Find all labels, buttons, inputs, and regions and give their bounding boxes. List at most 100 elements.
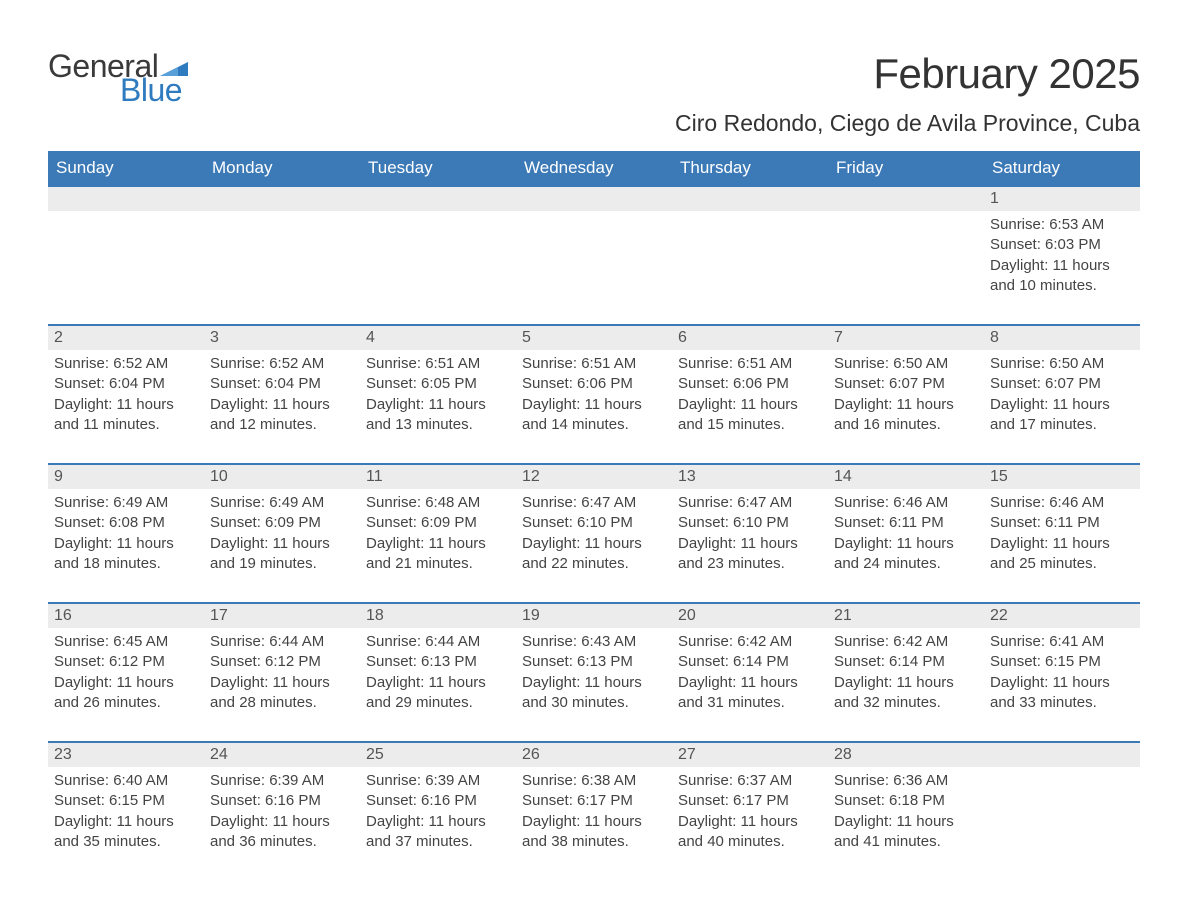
day-cell: Sunrise: 6:50 AMSunset: 6:07 PMDaylight:… [984, 350, 1140, 463]
day-sunrise: Sunrise: 6:51 AM [678, 354, 820, 374]
day-daylight2: and 14 minutes. [522, 415, 664, 435]
day-cell [828, 211, 984, 324]
day-daylight1: Daylight: 11 hours [366, 673, 508, 693]
day-daylight2: and 35 minutes. [54, 832, 196, 852]
day-number: 7 [828, 326, 984, 350]
day-daylight2: and 33 minutes. [990, 693, 1132, 713]
day-number: 13 [672, 465, 828, 489]
day-number: 25 [360, 743, 516, 767]
day-number: 12 [516, 465, 672, 489]
day-sunset: Sunset: 6:17 PM [678, 791, 820, 811]
day-number: 27 [672, 743, 828, 767]
day-daylight1: Daylight: 11 hours [54, 534, 196, 554]
daynum-row: 9101112131415 [48, 463, 1140, 489]
weeks-container: 1Sunrise: 6:53 AMSunset: 6:03 PMDaylight… [48, 185, 1140, 880]
day-cell: Sunrise: 6:46 AMSunset: 6:11 PMDaylight:… [828, 489, 984, 602]
week-row: Sunrise: 6:49 AMSunset: 6:08 PMDaylight:… [48, 489, 1140, 602]
day-sunrise: Sunrise: 6:47 AM [522, 493, 664, 513]
day-daylight2: and 37 minutes. [366, 832, 508, 852]
day-daylight2: and 29 minutes. [366, 693, 508, 713]
day-daylight2: and 21 minutes. [366, 554, 508, 574]
day-cell [984, 767, 1140, 880]
day-daylight1: Daylight: 11 hours [522, 534, 664, 554]
day-cell: Sunrise: 6:53 AMSunset: 6:03 PMDaylight:… [984, 211, 1140, 324]
day-cell: Sunrise: 6:37 AMSunset: 6:17 PMDaylight:… [672, 767, 828, 880]
day-daylight1: Daylight: 11 hours [522, 395, 664, 415]
day-sunrise: Sunrise: 6:50 AM [834, 354, 976, 374]
day-daylight2: and 25 minutes. [990, 554, 1132, 574]
day-daylight1: Daylight: 11 hours [834, 812, 976, 832]
week-row: Sunrise: 6:53 AMSunset: 6:03 PMDaylight:… [48, 211, 1140, 324]
day-sunset: Sunset: 6:03 PM [990, 235, 1132, 255]
day-number: 8 [984, 326, 1140, 350]
day-daylight2: and 22 minutes. [522, 554, 664, 574]
day-cell: Sunrise: 6:39 AMSunset: 6:16 PMDaylight:… [360, 767, 516, 880]
day-sunset: Sunset: 6:09 PM [366, 513, 508, 533]
day-sunrise: Sunrise: 6:46 AM [990, 493, 1132, 513]
day-sunrise: Sunrise: 6:38 AM [522, 771, 664, 791]
day-daylight2: and 11 minutes. [54, 415, 196, 435]
day-cell: Sunrise: 6:36 AMSunset: 6:18 PMDaylight:… [828, 767, 984, 880]
day-sunrise: Sunrise: 6:44 AM [210, 632, 352, 652]
day-cell: Sunrise: 6:52 AMSunset: 6:04 PMDaylight:… [48, 350, 204, 463]
weekday-monday: Monday [204, 151, 360, 185]
day-sunset: Sunset: 6:09 PM [210, 513, 352, 533]
day-cell: Sunrise: 6:44 AMSunset: 6:12 PMDaylight:… [204, 628, 360, 741]
month-title: February 2025 [675, 50, 1140, 98]
day-number [672, 187, 828, 211]
day-number: 6 [672, 326, 828, 350]
day-cell [360, 211, 516, 324]
weekday-tuesday: Tuesday [360, 151, 516, 185]
day-sunrise: Sunrise: 6:53 AM [990, 215, 1132, 235]
day-daylight1: Daylight: 11 hours [834, 534, 976, 554]
day-daylight2: and 10 minutes. [990, 276, 1132, 296]
day-sunset: Sunset: 6:17 PM [522, 791, 664, 811]
day-sunrise: Sunrise: 6:49 AM [210, 493, 352, 513]
day-daylight2: and 26 minutes. [54, 693, 196, 713]
location-text: Ciro Redondo, Ciego de Avila Province, C… [675, 110, 1140, 137]
day-number: 1 [984, 187, 1140, 211]
day-sunrise: Sunrise: 6:43 AM [522, 632, 664, 652]
day-number: 28 [828, 743, 984, 767]
day-daylight1: Daylight: 11 hours [678, 673, 820, 693]
week-row: Sunrise: 6:52 AMSunset: 6:04 PMDaylight:… [48, 350, 1140, 463]
day-daylight1: Daylight: 11 hours [678, 395, 820, 415]
day-sunset: Sunset: 6:06 PM [522, 374, 664, 394]
day-sunrise: Sunrise: 6:51 AM [366, 354, 508, 374]
weekday-friday: Friday [828, 151, 984, 185]
daynum-row: 2345678 [48, 324, 1140, 350]
day-daylight2: and 32 minutes. [834, 693, 976, 713]
day-cell [204, 211, 360, 324]
day-sunset: Sunset: 6:10 PM [522, 513, 664, 533]
day-number [984, 743, 1140, 767]
day-cell: Sunrise: 6:38 AMSunset: 6:17 PMDaylight:… [516, 767, 672, 880]
day-cell: Sunrise: 6:43 AMSunset: 6:13 PMDaylight:… [516, 628, 672, 741]
day-sunrise: Sunrise: 6:50 AM [990, 354, 1132, 374]
day-sunset: Sunset: 6:10 PM [678, 513, 820, 533]
day-number: 24 [204, 743, 360, 767]
day-daylight2: and 38 minutes. [522, 832, 664, 852]
day-cell: Sunrise: 6:51 AMSunset: 6:06 PMDaylight:… [672, 350, 828, 463]
day-number: 17 [204, 604, 360, 628]
day-number: 9 [48, 465, 204, 489]
day-cell: Sunrise: 6:47 AMSunset: 6:10 PMDaylight:… [516, 489, 672, 602]
day-sunrise: Sunrise: 6:41 AM [990, 632, 1132, 652]
day-sunset: Sunset: 6:07 PM [990, 374, 1132, 394]
day-sunrise: Sunrise: 6:47 AM [678, 493, 820, 513]
title-block: February 2025 Ciro Redondo, Ciego de Avi… [675, 50, 1140, 137]
week-row: Sunrise: 6:45 AMSunset: 6:12 PMDaylight:… [48, 628, 1140, 741]
weekday-wednesday: Wednesday [516, 151, 672, 185]
day-sunset: Sunset: 6:16 PM [366, 791, 508, 811]
day-daylight2: and 18 minutes. [54, 554, 196, 574]
day-daylight2: and 12 minutes. [210, 415, 352, 435]
day-sunrise: Sunrise: 6:52 AM [210, 354, 352, 374]
day-sunset: Sunset: 6:14 PM [678, 652, 820, 672]
day-sunset: Sunset: 6:06 PM [678, 374, 820, 394]
day-daylight1: Daylight: 11 hours [210, 812, 352, 832]
daynum-row: 1 [48, 185, 1140, 211]
day-number: 18 [360, 604, 516, 628]
day-number [360, 187, 516, 211]
day-cell: Sunrise: 6:48 AMSunset: 6:09 PMDaylight:… [360, 489, 516, 602]
day-sunrise: Sunrise: 6:45 AM [54, 632, 196, 652]
day-cell: Sunrise: 6:40 AMSunset: 6:15 PMDaylight:… [48, 767, 204, 880]
